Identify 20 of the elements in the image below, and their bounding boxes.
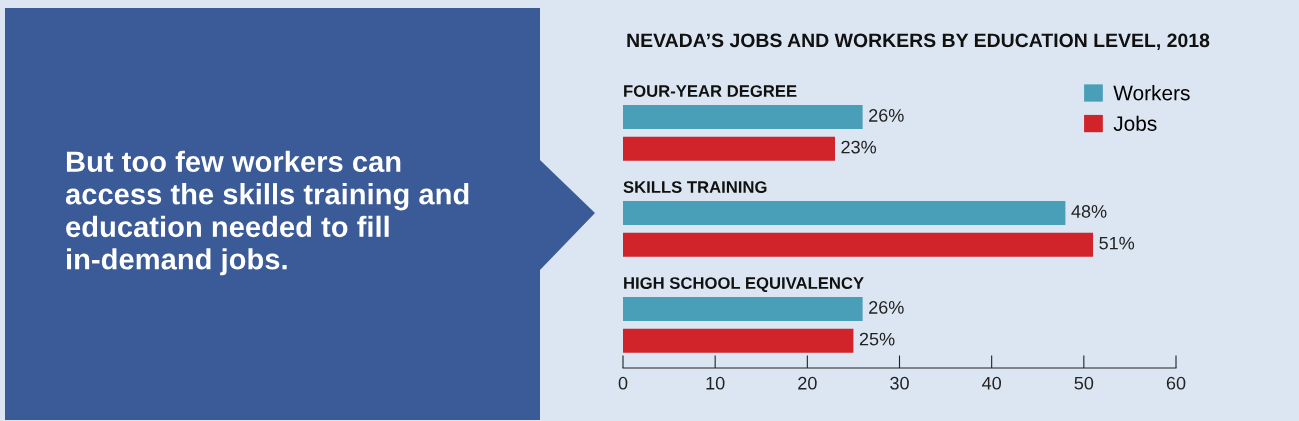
legend-label: Workers bbox=[1113, 85, 1190, 101]
data-label: 48% bbox=[1071, 205, 1107, 218]
x-tick-label: 60 bbox=[1166, 376, 1186, 390]
y-tick-label: FOUR-YEAR DEGREE bbox=[624, 85, 797, 97]
x-tick-label: 0 bbox=[618, 376, 628, 390]
x-tick-label: 10 bbox=[706, 376, 725, 390]
data-label: 51% bbox=[1099, 236, 1135, 250]
data-label: 25% bbox=[859, 332, 895, 346]
x-tick-label: 50 bbox=[1074, 376, 1094, 390]
text: But too few workers can access the skills training and education needed to fill in-demand jobs. bbox=[65, 150, 469, 276]
x-tick-label: 40 bbox=[982, 376, 1001, 390]
legend-label: Jobs bbox=[1113, 115, 1157, 131]
x-tick-label: 20 bbox=[798, 376, 817, 390]
y-tick-label: SKILLS TRAINING bbox=[623, 181, 767, 193]
chart-title: NEVADA’S JOBS AND WORKERS BY EDUCATION LEVEL, 2018 bbox=[627, 33, 1210, 51]
data-label: 26% bbox=[869, 109, 904, 122]
y-tick-label: HIGH SCHOOL EQUIVALENCY bbox=[624, 277, 864, 293]
data-label: 23% bbox=[841, 140, 877, 154]
x-tick-label: 30 bbox=[890, 376, 909, 390]
data-label: 26% bbox=[869, 301, 904, 314]
